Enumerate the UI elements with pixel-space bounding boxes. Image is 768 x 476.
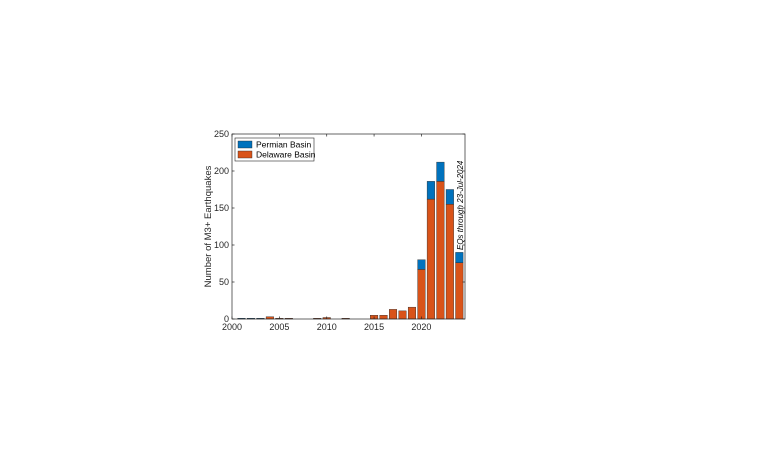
y-tick-label-200: 200 (214, 166, 229, 176)
legend-swatch-permian (237, 140, 253, 149)
y-tick-label-150: 150 (214, 203, 229, 213)
plot-frame (231, 133, 466, 320)
legend: Permian Basin Delaware Basin (234, 137, 316, 162)
bar-permian-2022 (436, 161, 445, 182)
bar-delaware-2021 (426, 198, 435, 320)
y-axis-title: Number of M3+ Earthquakes (203, 165, 214, 287)
y-tick-label-0: 0 (224, 314, 229, 324)
x-tick-label-2005: 2005 (269, 322, 289, 332)
y-tick-label-50: 50 (219, 277, 229, 287)
plot-background (232, 134, 465, 319)
bar-delaware-2017 (389, 309, 398, 320)
legend-swatch-delaware (237, 150, 253, 159)
bar-delaware-2018 (398, 310, 407, 320)
bar-delaware-2016 (379, 315, 388, 320)
bar-delaware-2019 (407, 306, 416, 320)
bar-delaware-2020 (417, 269, 426, 320)
ticks-layer: 2000 2005 2010 2015 2020 0 50 100 150 200 250 (214, 129, 465, 332)
bar-permian-2023 (445, 189, 454, 205)
bar-permian-2024 (455, 252, 464, 263)
x-tick-label-2000: 2000 (222, 322, 242, 332)
y-tick-label-250: 250 (214, 129, 229, 139)
legend-label-permian: Permian Basin (256, 140, 312, 150)
bar-delaware-2022 (436, 181, 445, 320)
x-tick-label-2010: 2010 (317, 322, 337, 332)
date-annotation: EQs through 23-Jul-2024 (456, 160, 465, 250)
x-tick-label-2015: 2015 (364, 322, 384, 332)
bar-permian-2021 (426, 181, 435, 200)
bar-delaware-2024 (455, 262, 464, 320)
bar-delaware-2023 (445, 204, 454, 320)
y-tick-label-100: 100 (214, 240, 229, 250)
legend-label-delaware: Delaware Basin (256, 150, 316, 160)
x-tick-label-2020: 2020 (411, 322, 431, 332)
legend-box (234, 137, 315, 162)
bar-permian-2020 (417, 259, 426, 270)
